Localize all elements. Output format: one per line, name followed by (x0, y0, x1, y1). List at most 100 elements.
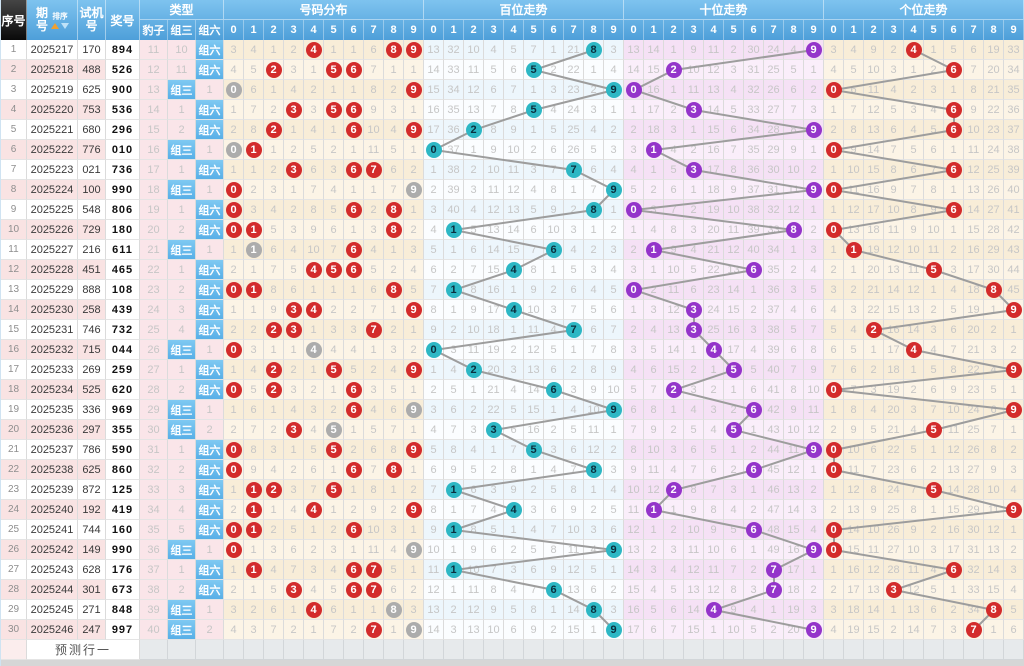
hundreds-miss-cell: 7 (464, 500, 484, 520)
dist-miss-cell: 7 (364, 460, 384, 480)
dist-miss-cell: 6 (304, 160, 324, 180)
tens-miss-cell: 1 (724, 380, 744, 400)
table-row: 12 2025228 451 465 22 1 组六 2 1 7 5 4 5 6 5 2 4 6 2 7 15 4 8 1 5 3… (1, 260, 1024, 280)
dist-miss-cell: 7 (384, 180, 404, 200)
dist-miss-cell: 2 (304, 80, 324, 100)
dist-miss-cell: 4 (244, 360, 264, 380)
tens-miss-cell: 20 (784, 620, 804, 640)
units-miss-cell: 3 (924, 540, 944, 560)
units-miss-cell: 7 (924, 620, 944, 640)
tens-miss-cell: 5 (704, 440, 724, 460)
tens-miss-cell: 5 (744, 360, 764, 380)
dist-miss-cell: 6 (384, 400, 404, 420)
sort-control[interactable]: 排序 (50, 12, 69, 29)
dist-miss-cell: 1 (224, 400, 244, 420)
dist-miss-cell: 2 (284, 40, 304, 60)
units-miss-cell: 10 (944, 400, 964, 420)
type-miss-cell: 21 (140, 240, 168, 260)
units-miss-cell: 6 (904, 460, 924, 480)
hundreds-miss-cell: 3 (584, 100, 604, 120)
hundreds-miss-cell: 4 (604, 160, 624, 180)
tens-miss-cell: 49 (764, 540, 784, 560)
units-hit-circle: 0 (825, 81, 842, 98)
sort-asc-icon[interactable] (50, 22, 59, 29)
dist-hit-cell: 6 (344, 60, 364, 80)
header-period[interactable]: 期号 排序 (27, 0, 78, 40)
type-miss-cell: 10 (168, 40, 196, 60)
dist-miss-cell: 4 (384, 540, 404, 560)
hundreds-miss-cell: 7 (584, 180, 604, 200)
units-miss-cell: 8 (864, 480, 884, 500)
tens-miss-cell: 16 (624, 600, 644, 620)
tens-miss-cell: 6 (804, 300, 824, 320)
sort-desc-icon[interactable] (60, 22, 69, 29)
dist-hit-cell: 8 (384, 600, 404, 620)
hundreds-miss-cell: 6 (504, 60, 524, 80)
table-row: 21 2025237 786 590 31 1 组六 0 8 3 1 5 5 2 6 8 9 5 8 4 1 7 5 3 6 12… (1, 440, 1024, 460)
dist-miss-cell: 2 (384, 500, 404, 520)
footer-empty-cell (544, 640, 564, 660)
hundreds-hit-cell: 1 (444, 280, 464, 300)
dist-hit-cell: 9 (404, 440, 424, 460)
test-number-cell: 548 (78, 200, 106, 220)
digit-header: 4 (304, 20, 324, 40)
hundreds-hit-circle: 7 (565, 321, 582, 338)
prize-number-cell: 176 (106, 560, 140, 580)
type-miss-cell: 27 (140, 360, 168, 380)
test-number-cell: 336 (78, 400, 106, 420)
units-miss-cell: 3 (844, 300, 864, 320)
dist-hit-cell: 4 (304, 340, 324, 360)
period-cell: 2025223 (27, 160, 78, 180)
hundreds-miss-cell: 5 (544, 340, 564, 360)
tens-miss-cell: 3 (644, 300, 664, 320)
hundreds-miss-cell: 9 (524, 280, 544, 300)
tens-miss-cell: 30 (764, 160, 784, 180)
units-miss-cell: 36 (1004, 100, 1024, 120)
tens-miss-cell: 1 (664, 400, 684, 420)
hundreds-miss-cell: 4 (604, 480, 624, 500)
tens-miss-cell: 39 (764, 340, 784, 360)
units-miss-cell: 24 (964, 400, 984, 420)
dist-hit-cell: 3 (284, 160, 304, 180)
tens-miss-cell: 2 (684, 140, 704, 160)
units-miss-cell: 8 (904, 200, 924, 220)
units-miss-cell: 5 (944, 40, 964, 60)
hundreds-miss-cell: 3 (544, 80, 564, 100)
dist-hit-cell: 0 (224, 220, 244, 240)
units-miss-cell: 31 (964, 540, 984, 560)
units-miss-cell: 1 (924, 500, 944, 520)
table-row: 16 2025232 715 044 26 组三 1 0 3 1 1 4 4 4 1 3 2 0 3 11 19 2 12 5… (1, 340, 1024, 360)
seq-cell: 12 (1, 260, 27, 280)
prediction-row: 预测行一 (1, 640, 1024, 660)
units-hit-circle: 1 (845, 241, 862, 258)
tens-miss-cell: 31 (764, 180, 784, 200)
dist-hit-cell: 2 (264, 480, 284, 500)
hundreds-miss-cell: 5 (524, 540, 544, 560)
tens-miss-cell: 11 (784, 440, 804, 460)
footer-empty-cell (324, 640, 344, 660)
units-miss-cell: 15 (964, 220, 984, 240)
units-miss-cell: 6 (844, 360, 864, 380)
hundreds-miss-cell: 1 (464, 140, 484, 160)
hundreds-miss-cell: 6 (604, 300, 624, 320)
dist-hit-circle: 7 (365, 161, 382, 178)
prize-number-cell: 526 (106, 60, 140, 80)
tens-miss-cell: 5 (684, 420, 704, 440)
prize-number-cell: 997 (106, 620, 140, 640)
type-miss-cell: 2 (168, 120, 196, 140)
footer-empty-cell (624, 640, 644, 660)
hundreds-miss-cell: 2 (564, 360, 584, 380)
type-hit-cell: 组六 (196, 200, 224, 220)
type-miss-cell: 12 (140, 60, 168, 80)
seq-cell: 22 (1, 460, 27, 480)
dist-hit-circle: 6 (345, 101, 362, 118)
table-row: 19 2025235 336 969 29 组三 1 1 6 1 4 3 2 6 4 6 9 3 6 2 22 5 15 1 4… (1, 400, 1024, 420)
footer-empty-cell (924, 640, 944, 660)
units-hit-cell: 5 (924, 420, 944, 440)
tens-miss-cell: 6 (724, 540, 744, 560)
tens-hit-cell: 6 (744, 260, 764, 280)
hundreds-miss-cell: 5 (584, 560, 604, 580)
hundreds-miss-cell: 10 (464, 560, 484, 580)
dist-miss-cell: 8 (364, 480, 384, 500)
units-miss-cell: 21 (884, 420, 904, 440)
